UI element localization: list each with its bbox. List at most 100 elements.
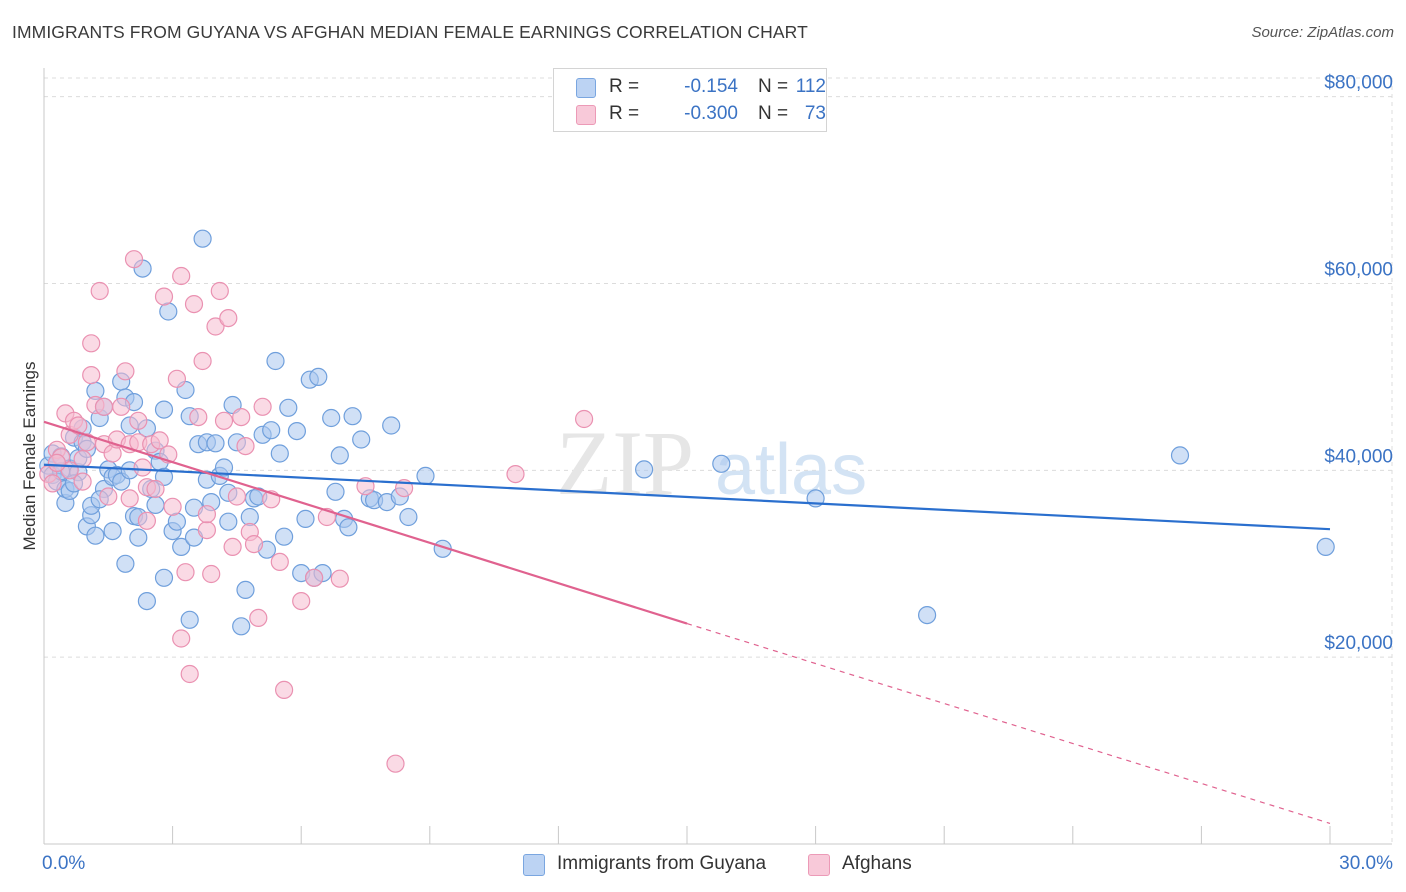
trend-line-guyana (43, 463, 1331, 531)
data-point-guyana (279, 398, 298, 417)
data-point-afghans (214, 411, 234, 430)
data-point-afghans (146, 479, 165, 499)
data-point-afghans (330, 569, 349, 588)
data-point-afghans (73, 450, 92, 469)
y-axis-label: Median Female Earnings (20, 362, 39, 551)
data-point-guyana (270, 444, 289, 463)
legend-swatch-afghans (576, 105, 596, 125)
data-point-afghans (90, 281, 109, 301)
data-point-afghans (197, 505, 216, 524)
data-point-afghans (43, 474, 62, 493)
data-point-afghans (47, 453, 67, 472)
data-point-afghans (124, 250, 144, 269)
data-point-afghans (244, 534, 264, 554)
legend-n-value-afghans: 73 (804, 103, 826, 124)
correlation-legend: R = -0.154 N = 112 R = -0.300 N = 73 (553, 68, 827, 132)
data-point-guyana (219, 512, 238, 531)
data-point-afghans (99, 487, 118, 506)
data-point-guyana (232, 617, 251, 636)
data-point-afghans (275, 680, 294, 700)
data-point-afghans (270, 552, 289, 572)
data-point-guyana (103, 521, 122, 541)
data-point-afghans (236, 437, 255, 456)
data-point-afghans (116, 362, 135, 381)
data-point-afghans (292, 591, 311, 611)
data-point-guyana (137, 591, 156, 611)
data-point-afghans (232, 408, 251, 427)
data-point-afghans (73, 472, 92, 491)
bottom-legend-label-guyana: Immigrants from Guyana (557, 853, 767, 874)
data-point-guyana (86, 526, 105, 545)
data-point-afghans (120, 489, 139, 508)
data-point-afghans (133, 458, 152, 477)
data-point-afghans (176, 563, 195, 582)
trend-line-afghans-extension (686, 622, 1331, 825)
legend-n-label: N = (758, 76, 789, 97)
trend-line-afghans (43, 420, 688, 625)
data-point-afghans (189, 408, 208, 427)
data-point-afghans (82, 366, 101, 385)
data-point-afghans (150, 431, 169, 450)
data-point-afghans (305, 568, 324, 587)
data-point-guyana (1316, 537, 1335, 557)
data-point-guyana (382, 416, 401, 435)
data-point-guyana (712, 454, 731, 473)
data-point-afghans (210, 281, 229, 301)
x-tick-label: 30.0% (1339, 853, 1393, 874)
data-point-guyana (917, 605, 937, 625)
data-point-guyana (309, 367, 328, 386)
data-point-guyana (343, 407, 362, 426)
y-tick-label: $40,000 (1324, 446, 1393, 467)
watermark-atlas: atlas (715, 430, 867, 510)
trend-lines (43, 420, 1331, 825)
data-point-guyana (214, 458, 234, 477)
legend-n-label: N = (758, 103, 789, 124)
data-point-guyana (159, 302, 178, 321)
legend-n-value-guyana: 112 (795, 76, 826, 97)
data-point-guyana (154, 400, 174, 419)
data-point-guyana (287, 422, 306, 441)
axis-labels: $20,000 $40,000 $60,000 $80,000 0.0% 30.0% Med… (20, 73, 1393, 874)
legend-swatch-guyana (576, 78, 596, 98)
data-point-guyana (172, 537, 191, 557)
data-point-afghans (219, 309, 238, 328)
bottom-legend-swatch-afghans (808, 854, 830, 876)
data-point-guyana (296, 509, 315, 529)
data-point-guyana (180, 610, 199, 629)
bottom-legend-swatch-guyana (523, 854, 545, 876)
data-point-guyana (339, 518, 358, 537)
legend-r-value-guyana: -0.154 (684, 76, 738, 97)
legend-r-label: R = (609, 76, 640, 97)
data-point-afghans (112, 397, 131, 416)
data-point-guyana (206, 434, 225, 453)
data-point-guyana (129, 528, 148, 547)
series-afghans-points (39, 250, 594, 773)
data-point-afghans (167, 369, 186, 388)
bottom-legend-label-afghans: Afghans (842, 853, 912, 874)
data-point-afghans (69, 416, 88, 435)
data-point-guyana (154, 568, 174, 587)
data-point-guyana (416, 466, 435, 485)
legend-r-value-afghans: -0.300 (684, 103, 738, 124)
data-point-afghans (94, 397, 114, 416)
watermark-zip: ZIP (556, 412, 694, 514)
data-point-guyana (352, 430, 371, 449)
data-point-guyana (116, 554, 135, 573)
y-tick-label: $20,000 (1324, 633, 1393, 654)
data-point-afghans (202, 564, 221, 584)
data-point-guyana (1170, 446, 1190, 465)
data-point-afghans (253, 397, 272, 416)
data-point-afghans (506, 465, 525, 484)
y-tick-label: $60,000 (1324, 260, 1393, 281)
data-point-guyana (322, 408, 341, 428)
x-tick-label: 0.0% (42, 853, 85, 874)
data-point-guyana (275, 527, 294, 546)
data-point-guyana (266, 351, 285, 371)
data-point-afghans (197, 520, 216, 540)
data-point-afghans (223, 537, 242, 557)
data-point-guyana (634, 460, 654, 479)
source-label: Source: ZipAtlas.com (1251, 24, 1394, 41)
data-point-afghans (154, 287, 174, 306)
data-point-guyana (330, 446, 349, 465)
